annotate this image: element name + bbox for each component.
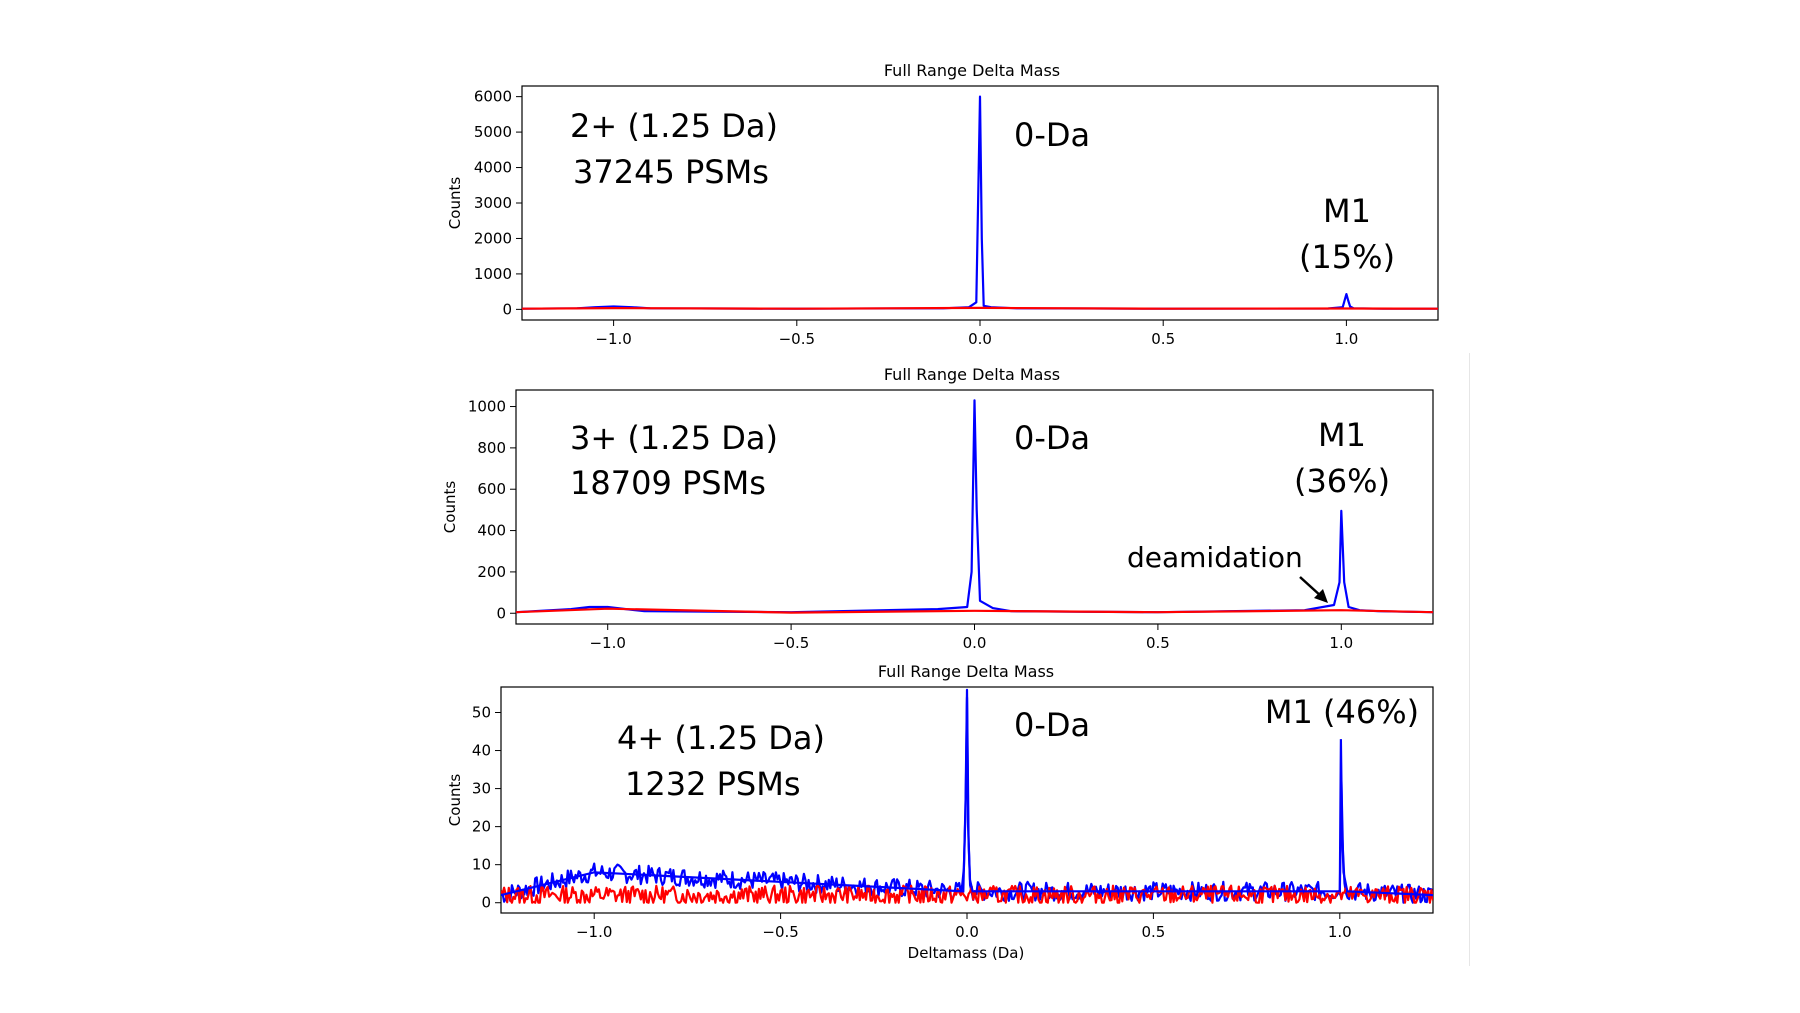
y-tick-label: 1000: [468, 398, 506, 416]
x-tick-label: −0.5: [779, 330, 815, 348]
x-axis-label: Deltamass (Da): [908, 944, 1025, 962]
m1-annotation: M1: [1323, 192, 1371, 230]
y-tick-label: 20: [472, 818, 491, 836]
y-tick-label: 2000: [474, 229, 512, 247]
x-tick-label: 1.0: [1328, 923, 1352, 941]
panel-3plus: Full Range Delta Mass −1.0 −0.5 0.0 0.5 1.0 0…: [441, 365, 1434, 652]
series-line-decoy: [516, 607, 1433, 614]
x-tick-label: −1.0: [595, 330, 631, 348]
zero-da-annotation: 0-Da: [1014, 419, 1090, 457]
m1-annotation: M1 (46%): [1265, 693, 1419, 731]
y-axis-label: Counts: [446, 177, 464, 230]
panel-title: Full Range Delta Mass: [884, 365, 1060, 384]
y-tick-label: 6000: [474, 88, 512, 106]
x-tick-label: −0.5: [762, 923, 798, 941]
y-tick-label: 400: [477, 522, 506, 540]
x-tick-label: 0.5: [1146, 634, 1170, 652]
zero-da-annotation: 0-Da: [1014, 706, 1090, 744]
deamidation-annotation: deamidation: [1127, 541, 1303, 574]
x-tick-label: 0.5: [1141, 923, 1165, 941]
y-tick-label: 1000: [474, 265, 512, 283]
series-line-decoy: [501, 884, 1433, 904]
y-axis-label: Counts: [446, 774, 464, 827]
x-tick-label: −1.0: [576, 923, 612, 941]
y-tick-label: 4000: [474, 159, 512, 177]
m1-percent-annotation: (36%): [1294, 462, 1390, 500]
zero-da-annotation: 0-Da: [1014, 116, 1090, 154]
axis-ticks: −1.0 −0.5 0.0 0.5 1.0 0 1000 2000 3000 4000 5000 60…: [474, 88, 1359, 348]
y-tick-label: 0: [502, 300, 512, 318]
y-tick-label: 10: [472, 856, 491, 874]
m1-percent-annotation: (15%): [1299, 238, 1395, 276]
deamidation-arrowhead: [1314, 589, 1328, 603]
y-tick-label: 50: [472, 703, 491, 721]
y-tick-label: 0: [481, 894, 491, 912]
x-tick-label: 1.0: [1329, 634, 1353, 652]
x-tick-label: 0.0: [963, 634, 987, 652]
psm-annotation: 37245 PSMs: [573, 153, 769, 191]
y-tick-label: 0: [496, 604, 506, 622]
panel-title: Full Range Delta Mass: [878, 662, 1054, 681]
y-tick-label: 600: [477, 480, 506, 498]
axis-ticks: −1.0 −0.5 0.0 0.5 1.0 0 200 400 600 800 1000: [468, 398, 1353, 652]
y-tick-label: 30: [472, 780, 491, 798]
y-tick-label: 5000: [474, 123, 512, 141]
x-tick-label: 0.0: [968, 330, 992, 348]
y-tick-label: 800: [477, 439, 506, 457]
axis-ticks: −1.0 −0.5 0.0 0.5 1.0 0 10 20 30 40 50: [472, 703, 1352, 941]
panel-4plus: Full Range Delta Mass −1.0 −0.5 0.0 0.5 1.0 0…: [446, 662, 1434, 962]
x-tick-label: −0.5: [773, 634, 809, 652]
y-tick-label: 200: [477, 563, 506, 581]
series-lines: [501, 688, 1433, 904]
divider-line: [1469, 353, 1470, 966]
panel-title: Full Range Delta Mass: [884, 61, 1060, 80]
charge-annotation: 2+ (1.25 Da): [570, 107, 778, 145]
x-tick-label: 1.0: [1334, 330, 1358, 348]
series-line-decoy: [522, 306, 1438, 310]
y-tick-label: 40: [472, 742, 491, 760]
x-tick-label: −1.0: [589, 634, 625, 652]
y-axis-label: Counts: [441, 481, 459, 534]
series-lines: [516, 399, 1433, 614]
series-line-target-peaks: [501, 697, 1433, 897]
y-tick-label: 3000: [474, 194, 512, 212]
x-tick-label: 0.0: [955, 923, 979, 941]
x-tick-label: 0.5: [1151, 330, 1175, 348]
charge-annotation: 4+ (1.25 Da): [617, 719, 825, 757]
m1-annotation: M1: [1318, 416, 1366, 454]
series-lines: [522, 95, 1438, 310]
panel-2plus: Full Range Delta Mass −1.0 −0.5 0.0 0.5 1.0 0…: [446, 61, 1439, 348]
charge-annotation: 3+ (1.25 Da): [570, 419, 778, 457]
psm-annotation: 1232 PSMs: [625, 765, 801, 803]
psm-annotation: 18709 PSMs: [570, 464, 766, 502]
